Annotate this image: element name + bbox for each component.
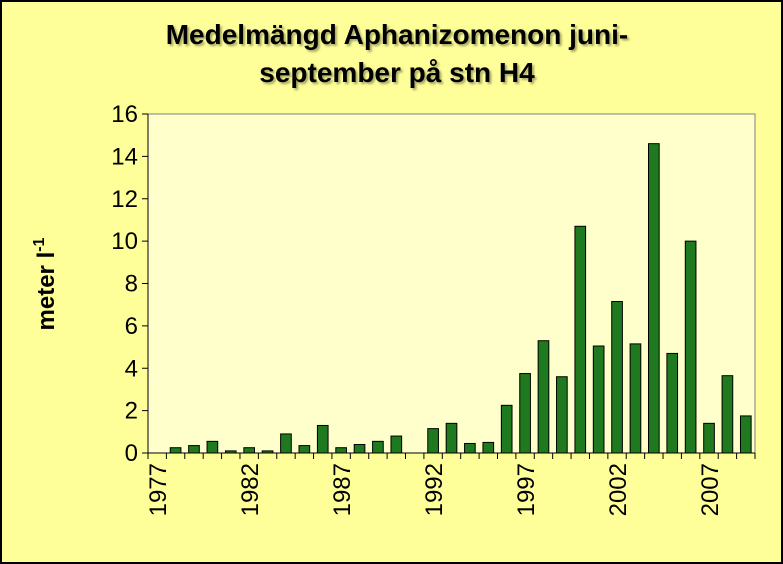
x-ticks-layer: 1977 1982 1987 1992 1997 2002 2007: [145, 453, 756, 516]
x-tick-label: 1982: [237, 463, 264, 516]
bar-1992: [427, 428, 439, 454]
x-tick-label: 1987: [329, 463, 356, 516]
y-tick-label: 6: [125, 313, 138, 340]
bar-2003: [629, 343, 642, 454]
bar-1986: [316, 424, 329, 454]
bar-1984: [280, 433, 292, 454]
bar-2007: [703, 422, 715, 454]
bar-1997: [519, 373, 531, 454]
bar-1988: [353, 444, 366, 454]
bar-2009: [739, 415, 752, 454]
x-tick-label: 1992: [421, 463, 448, 516]
y-tick-label: 2: [125, 398, 138, 425]
bar-1979: [188, 445, 200, 454]
bar-1995: [482, 441, 495, 454]
bar-1985: [298, 445, 311, 454]
chart-title-line-2: september på stn H4: [259, 57, 535, 88]
x-tick-label: 2002: [605, 463, 632, 516]
bar-2000: [574, 225, 587, 454]
bar-2004: [648, 143, 660, 454]
y-tick-label: 14: [111, 143, 138, 170]
y-axis-label-superscript: -1: [31, 237, 48, 251]
chart-title: Medelmängd Aphanizomenon juni- september…: [62, 16, 732, 92]
bar-1994: [464, 442, 476, 454]
y-tick-label: 0: [125, 440, 138, 467]
bar-1996: [500, 404, 513, 454]
bar-1978: [169, 447, 182, 454]
y-tick-label: 4: [125, 355, 138, 382]
y-tick-label: 12: [111, 186, 138, 213]
bars-layer: [169, 143, 752, 454]
bar-1998: [537, 340, 550, 454]
x-tick-label: 2007: [697, 463, 724, 516]
bar-1999: [556, 376, 568, 454]
bar-2002: [611, 301, 623, 454]
bar-1982: [243, 447, 256, 454]
y-tick-label: 16: [111, 101, 138, 128]
y-axis-label: meter l-1: [31, 237, 60, 330]
bar-2001: [592, 345, 605, 454]
plot-area: [147, 113, 756, 454]
y-tick-label: 10: [111, 228, 138, 255]
bar-1990: [390, 435, 403, 454]
x-tick-label: 1997: [513, 463, 540, 516]
bar-2005: [666, 352, 679, 454]
bar-2006: [684, 240, 697, 454]
bar-1980: [206, 440, 219, 454]
y-ticks-layer: 0 2 4 6 8 10 12 14 16: [111, 101, 148, 467]
bar-1993: [445, 422, 458, 454]
x-tick-label: 1977: [145, 463, 172, 516]
bar-1989: [372, 440, 384, 454]
y-tick-label: 8: [125, 271, 138, 298]
chart-title-line-1: Medelmängd Aphanizomenon juni-: [165, 19, 629, 50]
bar-1987: [335, 447, 347, 454]
bar-2008: [721, 375, 734, 454]
y-axis-label-text: meter l: [33, 252, 60, 331]
